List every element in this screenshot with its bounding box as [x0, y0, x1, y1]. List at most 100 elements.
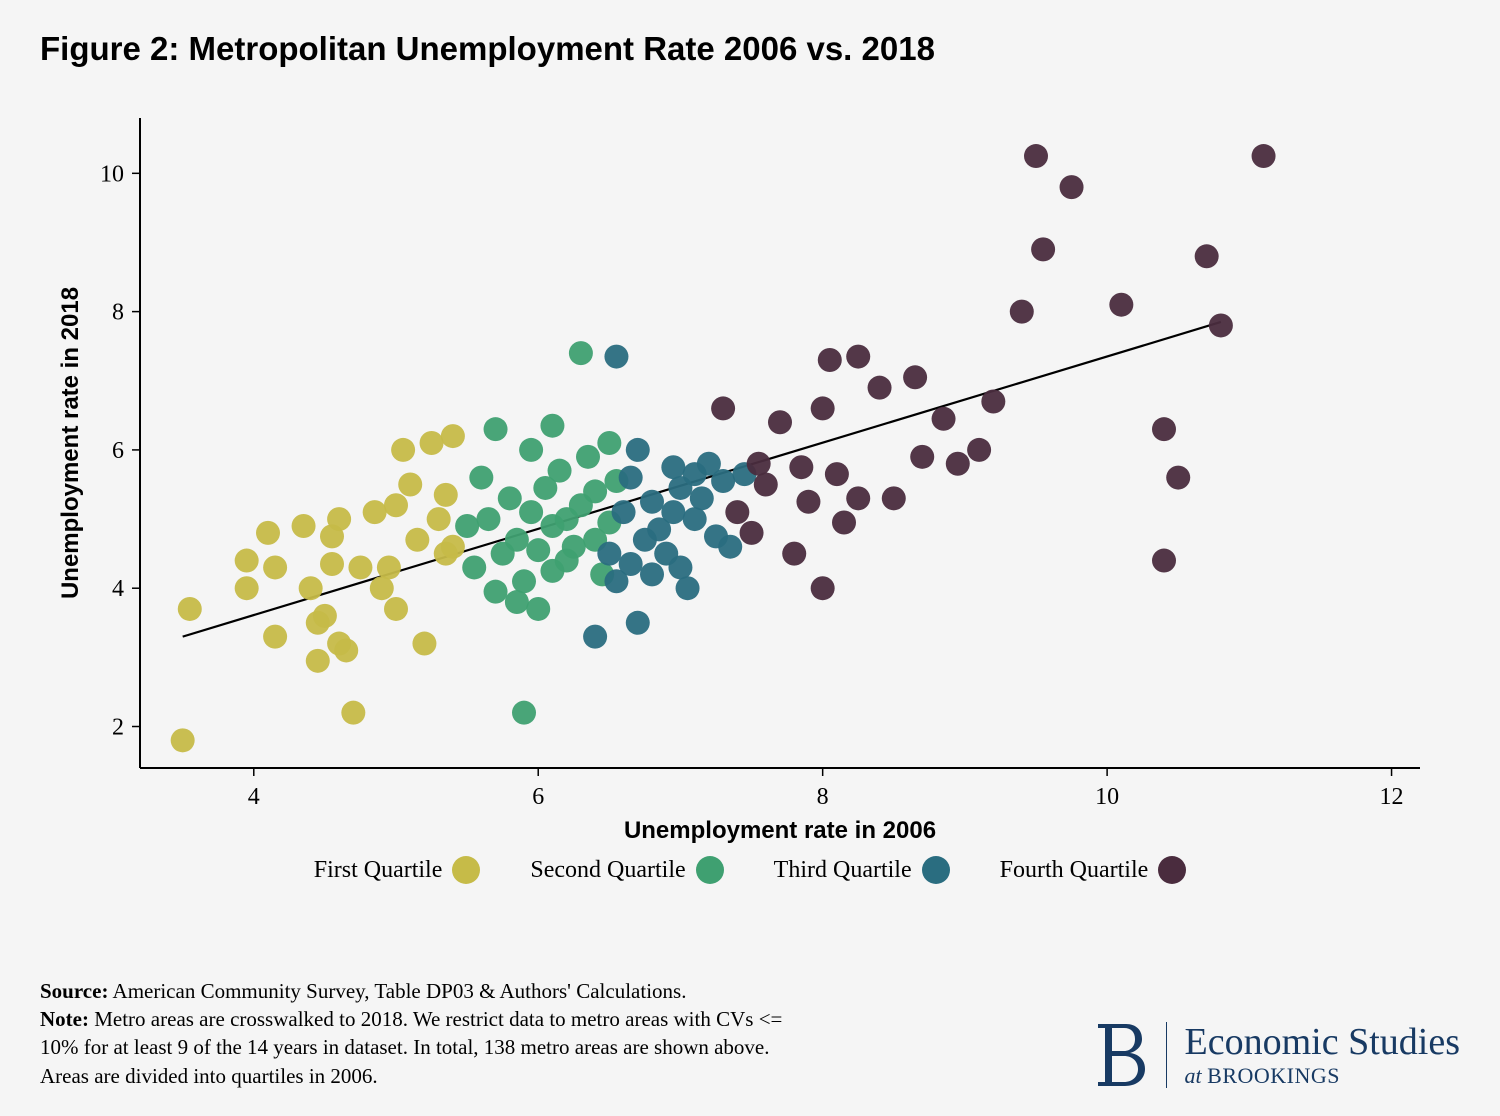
data-point [498, 486, 522, 510]
data-point [434, 483, 458, 507]
svg-text:8: 8 [112, 300, 124, 326]
note-text: Metro areas are crosswalked to 2018. We … [40, 1007, 782, 1088]
data-point [569, 341, 593, 365]
source-text: American Community Survey, Table DP03 & … [108, 979, 686, 1003]
data-point [263, 555, 287, 579]
legend-item: Third Quartile [774, 856, 950, 884]
brookings-logo: Economic Studies at BROOKINGS [1092, 1020, 1460, 1090]
data-point [619, 466, 643, 490]
data-point [846, 486, 870, 510]
legend-label: First Quartile [314, 857, 443, 884]
data-point [526, 597, 550, 621]
data-point [384, 493, 408, 517]
data-point [341, 701, 365, 725]
data-point [540, 414, 564, 438]
data-point [846, 345, 870, 369]
data-point [626, 611, 650, 635]
legend-item: Fourth Quartile [1000, 856, 1187, 884]
data-point [661, 455, 685, 479]
data-point [334, 638, 358, 662]
data-point [348, 555, 372, 579]
data-point [619, 552, 643, 576]
data-point [441, 424, 465, 448]
data-point [796, 490, 820, 514]
data-point [178, 597, 202, 621]
data-point [548, 459, 572, 483]
figure-title: Figure 2: Metropolitan Unemployment Rate… [40, 30, 1460, 68]
data-point [469, 466, 493, 490]
data-point [903, 365, 927, 389]
data-point [1060, 175, 1084, 199]
logo-text-bottom: at BROOKINGS [1185, 1064, 1460, 1088]
data-point [668, 555, 692, 579]
data-point [306, 649, 330, 673]
data-point [725, 500, 749, 524]
data-point [1152, 549, 1176, 573]
data-point [782, 542, 806, 566]
svg-text:2: 2 [112, 715, 124, 741]
data-point [818, 348, 842, 372]
logo-divider [1166, 1022, 1167, 1088]
data-point [377, 555, 401, 579]
legend-label: Third Quartile [774, 857, 912, 884]
data-point [562, 535, 586, 559]
data-point [747, 452, 771, 476]
data-point [292, 514, 316, 538]
data-point [1010, 300, 1034, 324]
data-point [683, 507, 707, 531]
data-point [597, 431, 621, 455]
data-point [484, 580, 508, 604]
data-point [882, 486, 906, 510]
svg-text:4: 4 [112, 576, 124, 602]
data-point [427, 507, 451, 531]
data-point [512, 569, 536, 593]
data-point [604, 345, 628, 369]
svg-text:12: 12 [1380, 784, 1404, 810]
svg-text:8: 8 [817, 784, 829, 810]
data-point [661, 500, 685, 524]
data-point [462, 555, 486, 579]
data-point [484, 417, 508, 441]
source-label: Source: [40, 979, 108, 1003]
data-point [711, 469, 735, 493]
data-point [405, 528, 429, 552]
data-point [946, 452, 970, 476]
data-point [320, 552, 344, 576]
data-point [420, 431, 444, 455]
data-point [391, 438, 415, 462]
data-point [526, 538, 550, 562]
note-label: Note: [40, 1007, 89, 1031]
data-point [825, 462, 849, 486]
data-point [441, 535, 465, 559]
legend-item: Second Quartile [530, 856, 723, 884]
data-point [519, 500, 543, 524]
data-point [235, 549, 259, 573]
data-point [1024, 144, 1048, 168]
data-point [626, 438, 650, 462]
data-point [370, 576, 394, 600]
data-point [455, 514, 479, 538]
data-point [711, 396, 735, 420]
data-point [412, 632, 436, 656]
svg-text:10: 10 [100, 161, 124, 187]
legend-dot-icon [922, 856, 950, 884]
data-point [832, 511, 856, 535]
data-point [690, 486, 714, 510]
data-point [299, 576, 323, 600]
data-point [313, 604, 337, 628]
data-point [505, 590, 529, 614]
brookings-b-icon [1092, 1020, 1148, 1090]
data-point [811, 396, 835, 420]
data-point [597, 542, 621, 566]
data-point [981, 390, 1005, 414]
data-point [576, 445, 600, 469]
data-point [263, 625, 287, 649]
legend-item: First Quartile [314, 856, 481, 884]
data-point [583, 625, 607, 649]
data-point [768, 410, 792, 434]
legend-dot-icon [1158, 856, 1186, 884]
data-point [868, 376, 892, 400]
data-point [171, 728, 195, 752]
data-point [967, 438, 991, 462]
scatter-chart: 4681012246810Unemployment rate in 2006Un… [40, 88, 1460, 848]
